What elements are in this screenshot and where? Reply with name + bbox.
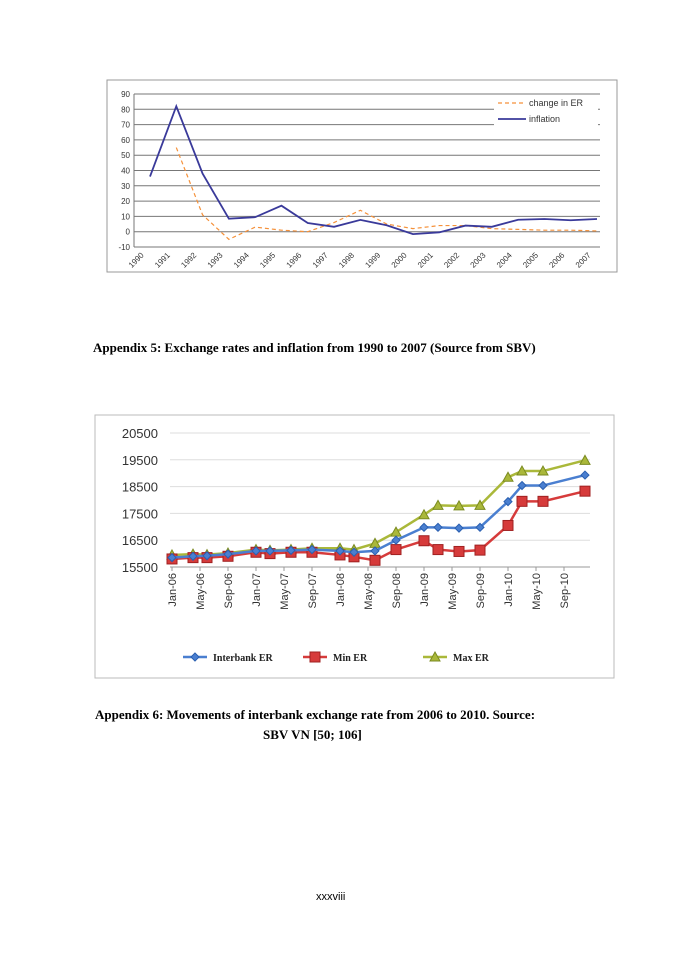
y-tick-label: 30 bbox=[121, 182, 130, 191]
x-tick-label: Jan-08 bbox=[335, 573, 347, 607]
y-tick-label: 16500 bbox=[122, 533, 158, 548]
data-point-max-er bbox=[474, 499, 486, 510]
page-number: xxxviii bbox=[316, 891, 346, 903]
data-point-interbank-er bbox=[307, 544, 317, 555]
chart-border bbox=[106, 79, 618, 273]
y-tick-label: 17500 bbox=[122, 506, 158, 521]
data-point-interbank-er bbox=[335, 546, 345, 556]
legend-label: change in ER bbox=[529, 98, 584, 108]
x-tick-label: Sep-09 bbox=[475, 573, 487, 608]
y-tick-label: 15500 bbox=[122, 560, 158, 575]
legend-label: Max ER bbox=[453, 653, 490, 664]
y-tick-label: 19500 bbox=[122, 453, 158, 468]
data-point-interbank-er bbox=[286, 545, 296, 556]
data-point-max-er bbox=[537, 465, 549, 476]
x-tick-label: Jan-06 bbox=[167, 573, 179, 607]
data-point-min-er bbox=[418, 535, 430, 547]
data-point-max-er bbox=[502, 471, 514, 482]
x-tick-label: May-06 bbox=[195, 573, 207, 610]
data-point-max-er bbox=[516, 465, 528, 476]
legend-label: Interbank ER bbox=[213, 653, 274, 664]
data-point-interbank-er bbox=[349, 547, 359, 557]
y-tick-label: 0 bbox=[126, 228, 131, 237]
x-tick-label: Jan-09 bbox=[419, 573, 431, 607]
x-tick-label: May-10 bbox=[531, 573, 543, 610]
data-point-max-er bbox=[418, 508, 430, 520]
data-point-min-er bbox=[516, 495, 528, 507]
caption-appendix-6-line1: Appendix 6: Movements of interbank excha… bbox=[95, 707, 536, 722]
data-point-interbank-er bbox=[188, 551, 198, 561]
data-point-interbank-er bbox=[475, 522, 485, 533]
data-point-interbank-er bbox=[265, 546, 275, 556]
x-tick-label: Jan-10 bbox=[503, 573, 515, 607]
data-point-min-er bbox=[432, 544, 444, 556]
y-tick-label: 20 bbox=[121, 197, 130, 206]
data-point-min-er bbox=[369, 554, 381, 566]
legend-bg bbox=[494, 113, 598, 126]
legend-label: inflation bbox=[529, 114, 560, 124]
caption-appendix-6-line2: SBV VN [50; 106] bbox=[263, 727, 362, 742]
y-tick-label: 70 bbox=[121, 121, 130, 130]
y-tick-label: 60 bbox=[121, 136, 130, 145]
caption-appendix-5: Appendix 5: Exchange rates and inflation… bbox=[93, 340, 536, 355]
x-tick-label: May-07 bbox=[279, 573, 291, 610]
data-point-interbank-er bbox=[454, 523, 464, 533]
x-tick-label: May-09 bbox=[447, 573, 459, 610]
x-tick-label: Sep-06 bbox=[223, 573, 235, 608]
series-line-change-in-er bbox=[175, 147, 598, 241]
data-point-interbank-er bbox=[251, 546, 261, 556]
legend-marker bbox=[190, 652, 200, 662]
data-point-interbank-er bbox=[580, 470, 590, 480]
x-tick-label: Sep-07 bbox=[307, 573, 319, 608]
data-point-interbank-er bbox=[517, 480, 527, 491]
data-point-min-er bbox=[537, 495, 549, 507]
x-tick-label: Sep-10 bbox=[559, 573, 571, 608]
x-tick-label: Jan-07 bbox=[251, 573, 263, 607]
legend-label: Min ER bbox=[333, 653, 368, 664]
data-point-min-er bbox=[579, 485, 591, 497]
y-tick-label: 80 bbox=[121, 105, 130, 114]
y-tick-label: 90 bbox=[121, 90, 130, 99]
data-point-interbank-er bbox=[433, 522, 443, 533]
y-tick-label: 40 bbox=[121, 167, 130, 176]
x-tick-label: May-08 bbox=[363, 573, 375, 610]
data-point-min-er bbox=[502, 519, 514, 531]
data-point-min-er bbox=[474, 544, 486, 556]
data-point-interbank-er bbox=[419, 522, 429, 533]
data-point-max-er bbox=[432, 499, 444, 510]
data-point-interbank-er bbox=[370, 546, 380, 556]
data-point-interbank-er bbox=[391, 535, 401, 545]
data-point-interbank-er bbox=[223, 549, 233, 559]
y-tick-label: 18500 bbox=[122, 480, 158, 495]
data-point-interbank-er bbox=[202, 551, 212, 561]
data-point-interbank-er bbox=[538, 480, 548, 491]
data-point-max-er bbox=[579, 454, 591, 465]
legend-marker bbox=[309, 651, 321, 663]
chart-interbank-er: 15500 16500 17500 18500 19500 20500 Jan-06 May-… bbox=[94, 414, 615, 679]
y-tick-label: -10 bbox=[118, 243, 130, 252]
y-tick-label: 10 bbox=[121, 212, 130, 221]
data-point-min-er bbox=[453, 545, 465, 557]
y-tick-label: 50 bbox=[121, 151, 130, 160]
x-tick-label: Sep-08 bbox=[391, 573, 403, 608]
data-point-interbank-er bbox=[167, 552, 177, 563]
y-tick-label: 20500 bbox=[122, 426, 158, 441]
data-point-min-er bbox=[390, 544, 402, 556]
series-line-inflation bbox=[149, 103, 598, 236]
legend-bg bbox=[494, 97, 598, 110]
data-point-max-er bbox=[453, 499, 465, 511]
legend-marker bbox=[429, 650, 441, 662]
series-line-interbank-er bbox=[171, 473, 586, 559]
data-point-interbank-er bbox=[503, 496, 513, 507]
